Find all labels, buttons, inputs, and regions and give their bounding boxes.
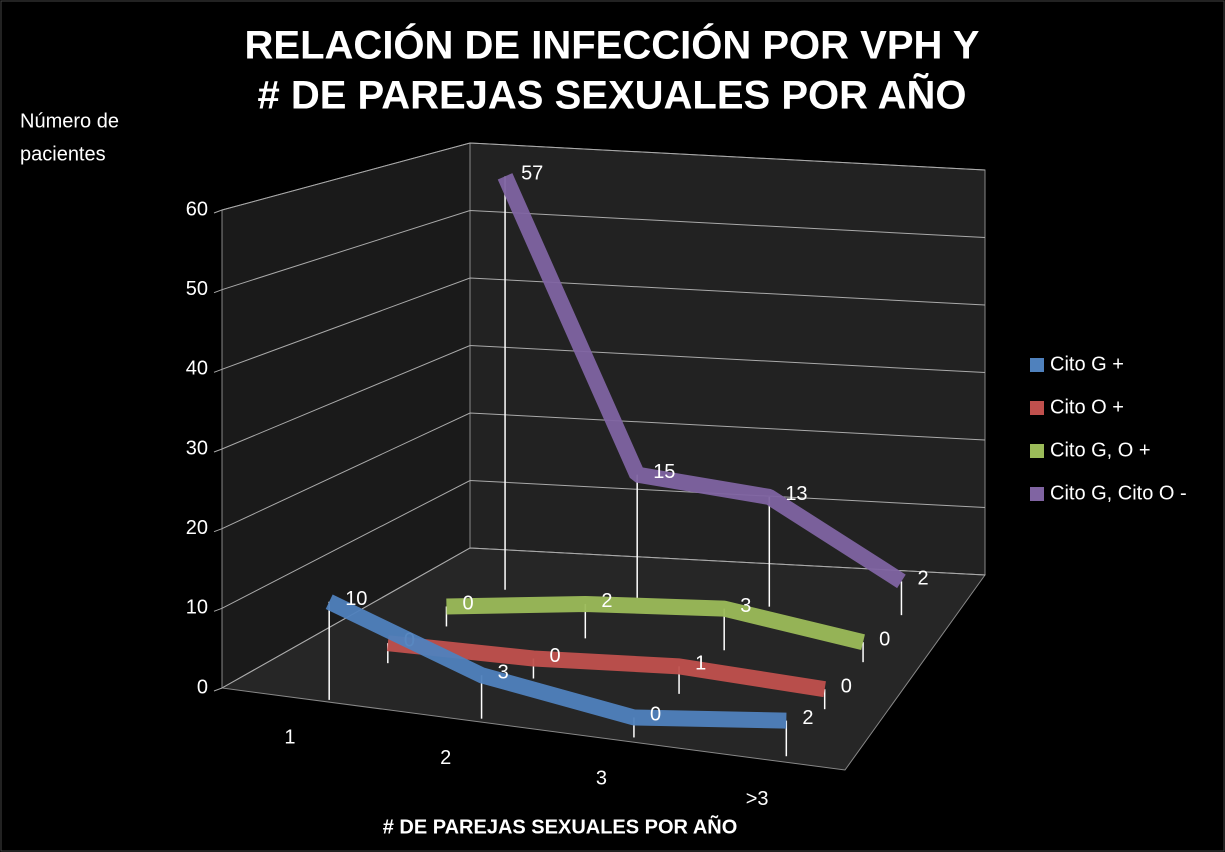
legend-label: Cito G, O +	[1050, 439, 1151, 461]
value-label: 0	[462, 593, 473, 615]
legend-label: Cito G +	[1050, 353, 1124, 375]
x-tick-label: 3	[596, 768, 607, 790]
y-tick	[213, 289, 223, 294]
y-tick	[213, 528, 223, 533]
y-tick	[213, 368, 223, 373]
x-tick-label: >3	[746, 788, 769, 810]
chart-title: RELACIÓN DE INFECCIÓN POR VPH Y	[245, 22, 980, 68]
legend-swatch	[1030, 358, 1044, 372]
value-label: 2	[601, 590, 612, 612]
series-line	[446, 595, 865, 650]
value-label: 0	[650, 704, 661, 726]
series-line	[325, 594, 787, 729]
grid-line	[221, 209, 986, 291]
x-tick-label: 1	[284, 727, 295, 749]
y-tick-label: 60	[186, 198, 208, 220]
y-tick-label: 20	[186, 517, 208, 539]
y-axis-label: pacientes	[20, 143, 106, 165]
value-label: 3	[498, 662, 509, 684]
value-label: 0	[879, 628, 890, 650]
grid-line	[221, 479, 986, 609]
x-tick-label: 2	[440, 747, 451, 769]
grid-line	[221, 277, 986, 370]
y-tick-label: 30	[186, 437, 208, 459]
value-label: 1	[695, 653, 706, 675]
legend-swatch	[1030, 401, 1044, 415]
value-label: 2	[917, 568, 928, 590]
grid-line	[221, 412, 986, 530]
x-axis-label: # DE PAREJAS SEXUALES POR AÑO	[383, 815, 738, 838]
legend-label: Cito G, Cito O -	[1050, 482, 1187, 504]
value-label: 57	[521, 163, 543, 185]
y-tick	[213, 687, 223, 692]
value-label: 0	[549, 645, 560, 667]
grid-line	[221, 142, 986, 211]
y-tick-label: 10	[186, 597, 208, 619]
series-line	[497, 173, 906, 589]
value-label: 2	[802, 707, 813, 729]
grid-line	[221, 344, 986, 450]
value-label: 15	[653, 461, 675, 483]
legend-label: Cito O +	[1050, 396, 1124, 418]
y-tick	[213, 448, 223, 453]
legend-swatch	[1030, 444, 1044, 458]
y-tick-label: 50	[186, 278, 208, 300]
y-tick	[213, 209, 223, 214]
value-label: 10	[345, 588, 367, 610]
value-label: 3	[740, 595, 751, 617]
chart-title: # DE PAREJAS SEXUALES POR AÑO	[257, 72, 966, 118]
y-axis-label: Número de	[20, 110, 119, 132]
series-line	[386, 635, 826, 698]
value-label: 13	[785, 483, 807, 505]
y-tick-label: 0	[197, 676, 208, 698]
value-label: 0	[841, 675, 852, 697]
y-tick	[213, 607, 223, 612]
y-tick-label: 40	[186, 358, 208, 380]
grid-line	[221, 547, 986, 689]
legend-swatch	[1030, 487, 1044, 501]
